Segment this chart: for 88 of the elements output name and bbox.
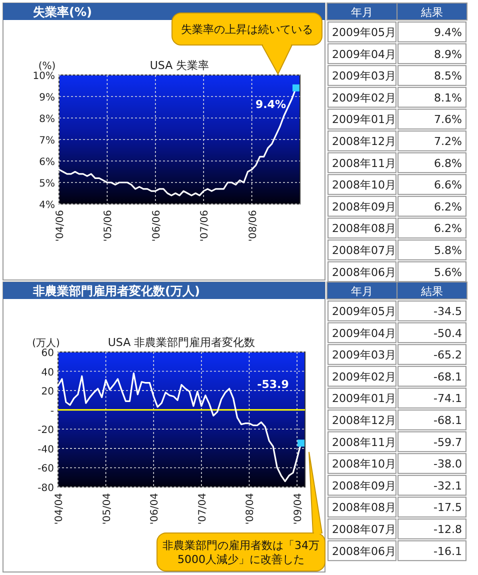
category-label: 2008年08月 xyxy=(332,501,396,514)
text: 8.1% xyxy=(434,91,462,104)
category-label: 2009年05月 xyxy=(332,305,396,318)
x-tick-label: '05/04 xyxy=(102,493,113,525)
category-label: 2008年11月 xyxy=(332,156,396,170)
x-tick-label: '08/04 xyxy=(245,493,256,525)
x-tick-label: '04/04 xyxy=(54,493,65,525)
text: -65.2 xyxy=(434,348,462,362)
y-tick-label: 40 xyxy=(41,367,54,378)
annotation: 9.4% xyxy=(255,98,286,111)
text: 結果 xyxy=(420,6,443,19)
x-tick-label: '07/04 xyxy=(197,493,208,525)
annotation: -53.9 xyxy=(257,378,289,391)
y-tick-label: 4% xyxy=(39,200,55,211)
category-label: 2009年02月 xyxy=(332,370,396,384)
y-axis-title: (万人) xyxy=(32,338,60,349)
chart-title: 失業率(%) xyxy=(33,5,92,19)
x-tick-label: '06/04 xyxy=(150,493,161,525)
category-label: 2008年09月 xyxy=(332,479,396,492)
category-label: 2009年04月 xyxy=(332,326,396,340)
text: -16.1 xyxy=(434,544,462,558)
text: -50.4 xyxy=(434,326,462,340)
category-label: 2008年12月 xyxy=(332,135,396,148)
y-tick-label: -40 xyxy=(38,444,54,456)
y-tick-label: 20 xyxy=(41,386,54,398)
y-tick-label: 6% xyxy=(39,157,55,168)
y-tick-label: 10% xyxy=(32,71,55,82)
text: 非農業部門の雇用者数は「34万5000人減少」に改善した xyxy=(162,539,320,566)
text: -38.0 xyxy=(434,458,462,471)
category-label: 2008年07月 xyxy=(332,523,396,536)
x-tick-label: '09/04 xyxy=(293,493,304,525)
text: -68.1 xyxy=(434,370,462,384)
category-label: 2008年10月 xyxy=(332,178,396,192)
y-tick-label: 8% xyxy=(39,114,55,125)
y-tick-label: 7% xyxy=(39,136,55,146)
category-label: 2008年08月 xyxy=(332,222,396,236)
y-tick-label: -20 xyxy=(38,425,54,436)
category-label: 2008年06月 xyxy=(332,266,396,279)
y-axis-title: (%) xyxy=(38,61,56,72)
y-tick-label: -60 xyxy=(38,464,54,475)
category-label: 2009年01月 xyxy=(332,113,396,126)
chart-title: 非農業部門雇用者変化数(万人) xyxy=(32,284,200,298)
y-tick-label: -80 xyxy=(38,483,54,494)
category-label: 2008年09月 xyxy=(332,200,396,214)
x-tick-label: '07/06 xyxy=(200,210,211,242)
category-label: 2008年12月 xyxy=(332,414,396,427)
category-label: 2008年11月 xyxy=(332,436,396,449)
y-tick-label: 60 xyxy=(41,348,54,359)
category-label: 2009年03月 xyxy=(332,348,396,362)
x-tick-label: '05/06 xyxy=(103,210,114,242)
text: 7.2% xyxy=(434,135,462,148)
text: 8.5% xyxy=(434,70,462,83)
y-tick-label: - xyxy=(50,406,54,417)
text: 年月 xyxy=(351,285,373,298)
category-label: 2009年01月 xyxy=(332,392,396,406)
chart-subtitle: USA 非農業部門雇用者変化数 xyxy=(108,336,256,349)
text: -74.1 xyxy=(434,392,462,406)
text: 8.9% xyxy=(434,48,462,61)
category-label: 2008年07月 xyxy=(332,244,396,257)
text: -34.5 xyxy=(434,305,462,318)
text: 6.8% xyxy=(434,156,462,170)
text: 6.6% xyxy=(434,178,462,192)
text: -12.8 xyxy=(434,523,462,536)
chart-subtitle: USA 失業率 xyxy=(150,59,210,72)
y-tick-label: 9% xyxy=(39,92,55,104)
x-tick-label: '06/06 xyxy=(151,210,162,242)
category-label: 2009年05月 xyxy=(332,26,396,39)
text: 結果 xyxy=(420,285,443,298)
category-label: 2009年03月 xyxy=(332,70,396,83)
text: 5.6% xyxy=(434,266,462,279)
category-label: 2009年04月 xyxy=(332,48,396,61)
text: 6.2% xyxy=(434,222,462,236)
category-label: 2009年02月 xyxy=(332,91,396,104)
text: 5.8% xyxy=(434,244,462,257)
text: -32.1 xyxy=(434,479,462,492)
x-tick-label: '08/06 xyxy=(248,210,259,242)
text: -17.5 xyxy=(434,501,462,514)
text: 9.4% xyxy=(434,26,462,39)
x-tick-label: '04/06 xyxy=(55,210,66,242)
category-label: 2008年10月 xyxy=(332,458,396,471)
category-label: 2008年06月 xyxy=(332,544,396,558)
text: -68.1 xyxy=(434,414,462,427)
text: 6.2% xyxy=(434,200,462,214)
text: 7.6% xyxy=(434,113,462,126)
text: 失業率の上昇は続いている xyxy=(181,23,313,36)
y-tick-label: 5% xyxy=(39,178,55,190)
text: -59.7 xyxy=(434,436,462,449)
text: 年月 xyxy=(351,6,373,19)
